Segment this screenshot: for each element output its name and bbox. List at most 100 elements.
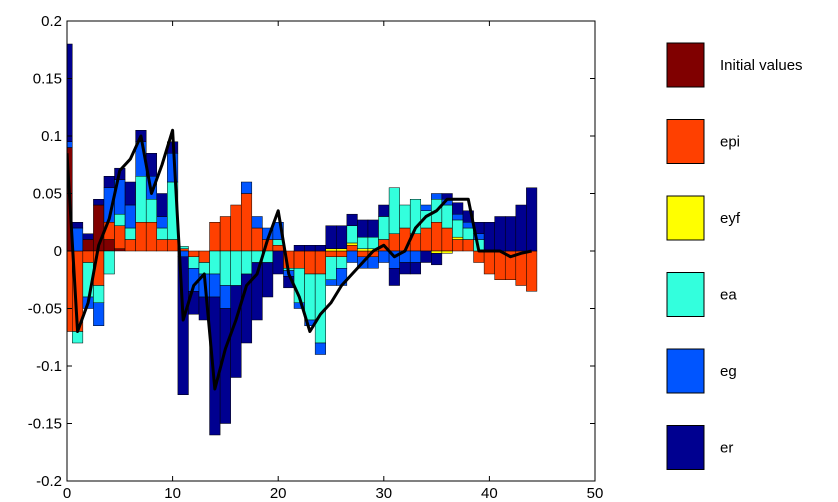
bar-segment-eg-27 bbox=[346, 250, 358, 263]
bar-segment-eg-14 bbox=[209, 273, 221, 298]
bar-segment-eg-6 bbox=[124, 204, 136, 229]
bar-segment-ea-13 bbox=[198, 262, 210, 275]
bar-segment-eg-30 bbox=[378, 250, 390, 263]
bar-segment-epi-43 bbox=[515, 250, 527, 286]
bar-segment-eg-20 bbox=[272, 222, 284, 240]
bar-segment-er-35 bbox=[431, 253, 443, 266]
bar-segment-epi-28 bbox=[357, 250, 369, 257]
ytick-label: 0.2 bbox=[41, 13, 62, 30]
bar-segment-epi-26 bbox=[336, 250, 348, 257]
bar-segment-ea-23 bbox=[304, 273, 316, 321]
bar-segment-epi-25 bbox=[325, 250, 337, 257]
bar-segment-eg-17 bbox=[240, 181, 253, 194]
ytick-label: -0.15 bbox=[28, 416, 62, 433]
bar-segment-er-25 bbox=[325, 225, 337, 249]
bar-segment-ea-9 bbox=[156, 227, 168, 240]
bar-segment-epi-7 bbox=[135, 222, 147, 252]
bar-segment-epi-14 bbox=[209, 222, 221, 252]
bar-segment-eyf-35 bbox=[431, 250, 443, 254]
bar-segment-ea-16 bbox=[230, 250, 242, 286]
bar-segment-eg-35 bbox=[431, 193, 443, 200]
bar-segment-epi-41 bbox=[494, 250, 506, 280]
ytick-label: -0.2 bbox=[36, 473, 62, 490]
bar-segment-epi-9 bbox=[156, 239, 168, 252]
legend-swatch-initial-values bbox=[666, 42, 705, 88]
bar-segment-eyf-36 bbox=[441, 250, 453, 254]
bar-segment-eyf-27 bbox=[346, 242, 358, 246]
bar-segment-er-28 bbox=[357, 219, 369, 238]
bar-segment-ea-38 bbox=[462, 227, 474, 240]
bar-segment-epi-18 bbox=[251, 227, 263, 252]
bar-segment-ea-17 bbox=[240, 250, 253, 275]
bar-segment-epi-37 bbox=[452, 239, 464, 252]
bar-segment-ea-26 bbox=[336, 256, 348, 269]
bar-segment-er-26 bbox=[336, 225, 348, 249]
legend-swatch-eg bbox=[666, 348, 705, 394]
bar-segment-epi-22 bbox=[293, 250, 305, 269]
bar-segment-epi-20 bbox=[272, 245, 284, 252]
bar-segment-er-34 bbox=[420, 250, 432, 263]
bar-segment-ea-27 bbox=[346, 225, 358, 244]
bar-segment-eg-34 bbox=[420, 204, 432, 211]
bar-segment-ea-15 bbox=[219, 250, 231, 286]
bar-segment-eyf-25 bbox=[325, 248, 337, 252]
bar-segment-er-2 bbox=[82, 233, 94, 240]
ytick-label: 0.15 bbox=[33, 71, 62, 88]
bar-segment-epi-8 bbox=[145, 222, 158, 252]
axes: -0.2 -0.15 -0.1 -0.05 0 0.05 0.1 0.15 0.2 0 10 20 30… bbox=[28, 13, 604, 502]
bar-segment-ea-6 bbox=[124, 227, 136, 240]
bar-segment-ea-32 bbox=[399, 204, 411, 229]
legend-label-er: er bbox=[720, 440, 733, 457]
bar-segment-initial-values-2 bbox=[82, 239, 94, 252]
legend-swatch-ea bbox=[666, 272, 705, 317]
bar-segment-epi-27 bbox=[346, 245, 358, 252]
ytick-label: 0.05 bbox=[33, 186, 62, 203]
bar-segment-epi-13 bbox=[198, 250, 210, 263]
bar-segment-epi-12 bbox=[188, 250, 200, 257]
xtick-label: 30 bbox=[375, 485, 392, 502]
line-layer bbox=[67, 128, 532, 391]
bar-segment-epi-38 bbox=[462, 239, 474, 252]
bar-segment-ea-12 bbox=[188, 256, 200, 269]
legend-label-epi: epi bbox=[720, 134, 740, 151]
bar-segment-initial-values-4 bbox=[103, 239, 115, 252]
ytick-label: -0.05 bbox=[28, 301, 62, 318]
bar-segment-ea-37 bbox=[452, 219, 464, 238]
bar-segment-ea-4 bbox=[103, 250, 115, 275]
bar-segment-er-44 bbox=[526, 187, 538, 252]
xtick-label: 20 bbox=[270, 485, 287, 502]
legend: Initial values epi eyf ea eg er bbox=[666, 42, 803, 470]
ytick-label: 0.1 bbox=[41, 128, 62, 145]
bar-segment-epi-5 bbox=[114, 225, 126, 249]
bar-segment-eg-33 bbox=[409, 250, 422, 263]
bar-segment-ea-36 bbox=[441, 204, 453, 229]
bar-segment-er-27 bbox=[346, 213, 358, 226]
bar-segment-er-1 bbox=[72, 222, 84, 229]
xtick-label: 40 bbox=[481, 485, 498, 502]
legend-swatch-er bbox=[666, 425, 705, 470]
bar-segment-eyf-37 bbox=[452, 236, 464, 240]
bar-segment-er-41 bbox=[494, 216, 506, 252]
bar-segment-epi-39 bbox=[473, 250, 485, 263]
total-line bbox=[67, 128, 532, 391]
legend-label-eyf: eyf bbox=[720, 210, 741, 227]
bar-segment-epi-10 bbox=[167, 239, 179, 252]
bar-segment-epi-44 bbox=[526, 250, 538, 292]
bar-segment-eyf-28 bbox=[357, 248, 369, 252]
bar-segment-er-23 bbox=[304, 245, 316, 252]
xtick-label: 10 bbox=[164, 485, 181, 502]
bar-segment-er-4 bbox=[103, 176, 115, 188]
bar-segment-er-31 bbox=[388, 268, 400, 286]
bar-segment-eg-9 bbox=[156, 216, 168, 229]
bar-segment-er-11 bbox=[177, 256, 189, 395]
bar-segment-er-43 bbox=[515, 204, 527, 252]
bar-segment-epi-34 bbox=[420, 227, 432, 252]
bar-segment-er-9 bbox=[156, 193, 168, 217]
bar-segment-eg-3 bbox=[93, 302, 105, 326]
legend-swatch-eyf bbox=[666, 195, 705, 241]
bar-segment-er-6 bbox=[124, 181, 136, 206]
ytick-label: -0.1 bbox=[36, 358, 62, 375]
bar-segment-er-22 bbox=[293, 245, 305, 252]
bar-segment-ea-30 bbox=[378, 216, 390, 240]
